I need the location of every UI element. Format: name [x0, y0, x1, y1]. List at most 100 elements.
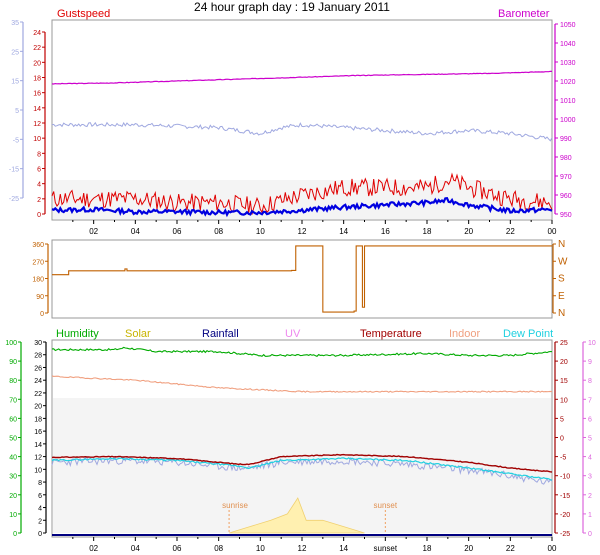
- temp-scale-tick-label: 25: [560, 340, 568, 347]
- legend-indoor: Indoor: [449, 328, 481, 340]
- temp-scale-tick-label: 10: [560, 397, 568, 404]
- wind-direction-line: [52, 245, 552, 313]
- temp-scale-tick-label: 5: [560, 416, 564, 423]
- degrees-scale-tick-label: 0: [40, 311, 44, 318]
- temp-humidity-panel: 1009080706050403020100302826242220181614…: [5, 328, 596, 553]
- x-axis-tick-label: 06: [173, 227, 182, 236]
- degrees-scale-tick-label: 360: [32, 242, 44, 249]
- rain-scale-tick-label: 26: [34, 365, 42, 372]
- x-axis-tick-label: 10: [256, 227, 265, 236]
- wind-pressure-panel: 3525155-5-15-252422201816141210864201050…: [9, 8, 576, 236]
- baro-scale-tick-label: 1050: [560, 22, 576, 29]
- temp-scale-tick-label: 0: [560, 436, 564, 443]
- humidity-scale-tick-label: 80: [9, 378, 17, 385]
- humidity-scale-tick-label: 50: [9, 436, 17, 443]
- x-axis-tick-label: 04: [131, 544, 140, 553]
- legend-rainfall: Rainfall: [202, 328, 239, 340]
- legend-gustspeed: Gustspeed: [57, 8, 110, 20]
- legend-humidity: Humidity: [56, 328, 99, 340]
- x-axis-tick-label: 02: [89, 227, 98, 236]
- rain-scale-tick-label: 2: [38, 518, 42, 525]
- baro-scale-tick-label: 1000: [560, 117, 576, 124]
- compass-scale-tick-label: N: [558, 239, 565, 250]
- humidity-scale-tick-label: 20: [9, 493, 17, 500]
- rain-scale-tick-label: 6: [38, 493, 42, 500]
- temp-scale-tick-label: -25: [9, 196, 19, 203]
- temp-scale-tick-label: -15: [9, 167, 19, 174]
- compass-scale-tick-label: S: [558, 274, 565, 285]
- baro-scale-tick-label: 1030: [560, 60, 576, 67]
- uv-scale-tick-label: 7: [588, 397, 592, 404]
- temp-scale-tick-label: 25: [11, 49, 19, 56]
- rain-scale-tick-label: 14: [34, 442, 42, 449]
- temp-scale-tick-label: -25: [560, 531, 570, 538]
- dewpoint-line: [51, 457, 553, 481]
- baro-scale-tick-label: 980: [560, 155, 572, 162]
- gust-scale-tick-label: 6: [37, 167, 41, 174]
- rain-scale-tick-label: 30: [34, 340, 42, 347]
- humidity-scale-tick-label: 30: [9, 474, 17, 481]
- x-axis-tick-label: sunset: [374, 544, 398, 553]
- gust-scale-tick-label: 14: [33, 106, 41, 113]
- rain-scale-tick-label: 4: [38, 506, 42, 513]
- plot-area: [51, 239, 553, 319]
- x-axis-tick-label: 04: [131, 227, 140, 236]
- x-axis-tick-label: 12: [298, 227, 307, 236]
- degrees-scale-tick-label: 270: [32, 259, 44, 266]
- baro-scale-tick-label: 970: [560, 174, 572, 181]
- temp-scale-tick-label: 20: [560, 359, 568, 366]
- gust-scale-tick-label: 2: [37, 197, 41, 204]
- x-axis-tick-label: 06: [173, 544, 182, 553]
- x-axis-tick-label: 18: [423, 227, 432, 236]
- compass-scale-tick-label: W: [558, 256, 568, 267]
- gust-scale-tick-label: 16: [33, 91, 41, 98]
- gust-scale-tick-label: 20: [33, 60, 41, 67]
- uv-scale-tick-label: 10: [588, 340, 596, 347]
- uv-scale-tick-label: 1: [588, 512, 592, 519]
- gust-scale-tick-label: 4: [37, 182, 41, 189]
- temperature-trace: [51, 121, 553, 142]
- temp-scale-tick-label: -20: [560, 512, 570, 519]
- uv-scale-tick-label: 8: [588, 378, 592, 385]
- indoor-line: [51, 375, 553, 393]
- baro-scale-tick-label: 1040: [560, 41, 576, 48]
- degrees-scale-tick-label: 90: [36, 294, 44, 301]
- barometer-line: [51, 70, 553, 85]
- humidity-scale-tick-label: 10: [9, 512, 17, 519]
- windspeed-line: [51, 197, 553, 218]
- rain-scale-tick-label: 28: [34, 353, 42, 360]
- humidity-scale-tick-label: 100: [5, 340, 17, 347]
- legend-uv: UV: [285, 328, 301, 340]
- x-axis-tick-label: 16: [381, 227, 390, 236]
- uv-scale-tick-label: 4: [588, 455, 592, 462]
- temp-scale-tick-label: -10: [560, 474, 570, 481]
- gustspeed-line: [51, 172, 553, 215]
- gust-scale-tick-label: 18: [33, 76, 41, 83]
- x-axis-tick-label: 20: [464, 544, 473, 553]
- uv-scale-tick-label: 2: [588, 493, 592, 500]
- x-axis-tick-label: 12: [298, 544, 307, 553]
- uv-scale-tick-label: 3: [588, 474, 592, 481]
- sunset-label: sunset: [374, 501, 398, 510]
- uv-scale-tick-label: 6: [588, 416, 592, 423]
- x-axis-tick-label: 14: [339, 544, 348, 553]
- humidity-scale-tick-label: 90: [9, 359, 17, 366]
- x-axis-tick-label: 00: [548, 544, 557, 553]
- rain-scale-tick-label: 22: [34, 391, 42, 398]
- temp-scale-tick-label: -5: [560, 455, 566, 462]
- uv-scale-tick-label: 9: [588, 359, 592, 366]
- gust-scale-tick-label: 8: [37, 151, 41, 158]
- humidity-scale-tick-label: 40: [9, 455, 17, 462]
- rain-scale-tick-label: 24: [34, 378, 42, 385]
- x-axis-tick-label: 10: [256, 544, 265, 553]
- temp-scale-tick-label: -5: [13, 137, 19, 144]
- temperature-line: [51, 453, 553, 473]
- rain-scale-tick-label: 8: [38, 480, 42, 487]
- graph-title: 24 hour graph day : 19 January 2011: [194, 0, 390, 14]
- x-axis-tick-label: 18: [423, 544, 432, 553]
- gust-scale-tick-label: 22: [33, 45, 41, 52]
- x-axis-tick-label: 20: [464, 227, 473, 236]
- rain-scale-tick-label: 10: [34, 467, 42, 474]
- temp-scale-tick-label: -15: [560, 493, 570, 500]
